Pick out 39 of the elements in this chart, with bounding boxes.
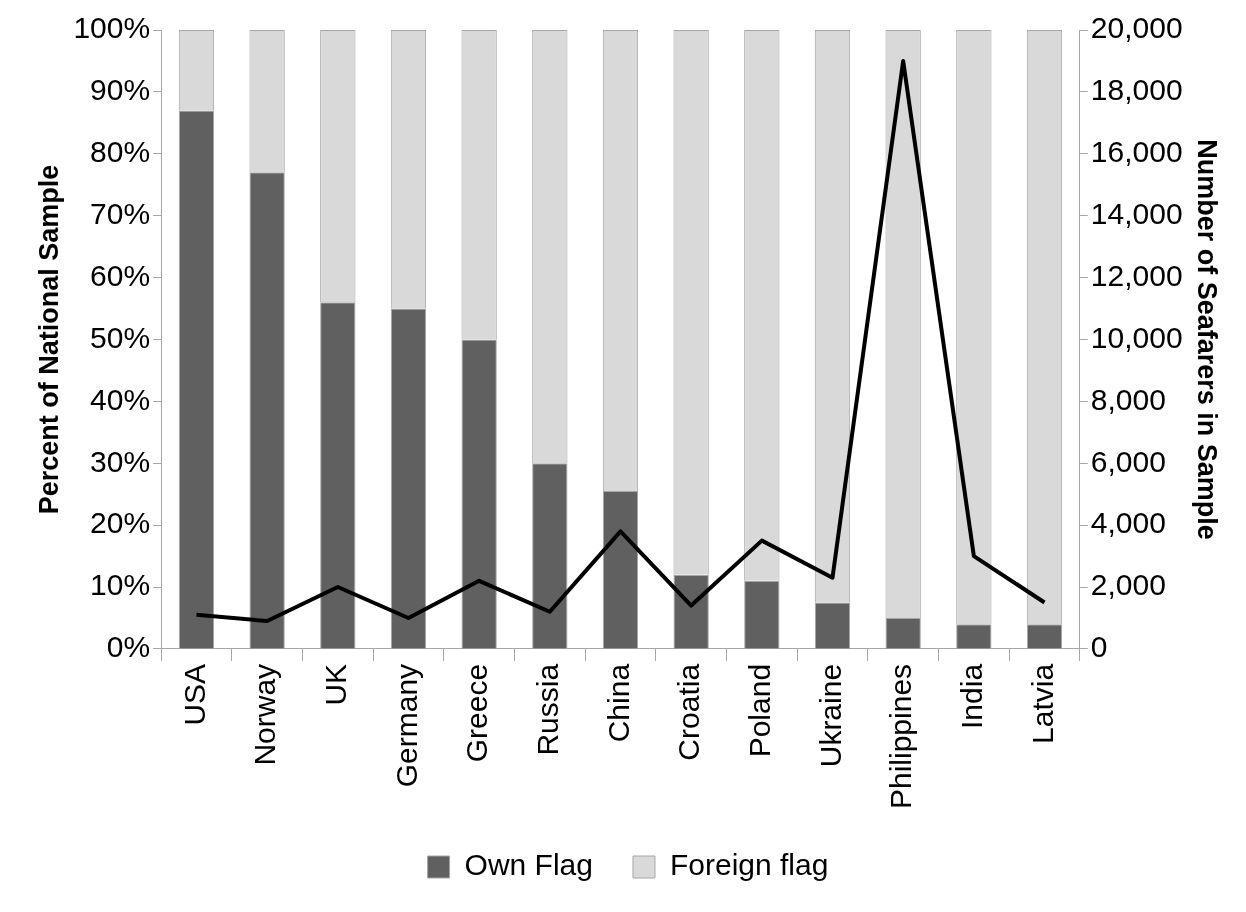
x-tick-label: Poland [743, 663, 777, 758]
x-tick-label: India [955, 663, 989, 729]
x-tick-label: Croatia [672, 663, 706, 761]
y2-tick-label: 0 [1090, 630, 1108, 664]
y2-tick-label: 16,000 [1090, 135, 1183, 169]
y-axis-title: Percent of National Sample [33, 164, 64, 515]
x-tick-label: Philippines [884, 663, 918, 809]
y2-tick-label: 4,000 [1090, 506, 1166, 540]
y-tick-label: 100% [73, 11, 151, 45]
x-tick-label: Germany [389, 663, 423, 788]
y2-tick-label: 8,000 [1090, 382, 1166, 416]
y2-tick-label: 18,000 [1090, 73, 1183, 107]
x-tick-label: UK [319, 663, 353, 706]
y2-tick-label: 12,000 [1090, 258, 1183, 292]
y-tick-label: 20% [90, 506, 151, 540]
y2-tick-label: 14,000 [1090, 196, 1183, 230]
x-tick-label: Norway [248, 663, 282, 766]
y-tick-label: 30% [90, 444, 151, 478]
y2-axis-title: Number of Seafarers in Sample [1192, 139, 1223, 540]
x-tick-label: China [601, 663, 635, 743]
legend-label: Foreign flag [669, 848, 829, 882]
x-tick-label: USA [177, 663, 211, 726]
y2-tick-label: 6,000 [1090, 444, 1166, 478]
y-tick-label: 40% [90, 382, 151, 416]
x-tick-label: Greece [460, 663, 494, 763]
y2-tick-label: 20,000 [1090, 11, 1183, 45]
y-tick-label: 10% [90, 568, 151, 602]
y2-tick-label: 2,000 [1090, 568, 1166, 602]
x-tick-label: Latvia [1025, 663, 1059, 744]
y-tick-label: 60% [90, 258, 151, 292]
y-tick-label: 80% [90, 135, 151, 169]
y-tick-label: 50% [90, 320, 151, 354]
y-tick-label: 90% [90, 73, 151, 107]
legend-label: Own Flag [464, 848, 593, 882]
x-tick-label: Ukraine [813, 663, 847, 768]
x-tick-label: Russia [531, 663, 565, 756]
y2-tick-label: 10,000 [1090, 320, 1183, 354]
y-tick-label: 0% [106, 630, 151, 664]
y-tick-label: 70% [90, 196, 151, 230]
